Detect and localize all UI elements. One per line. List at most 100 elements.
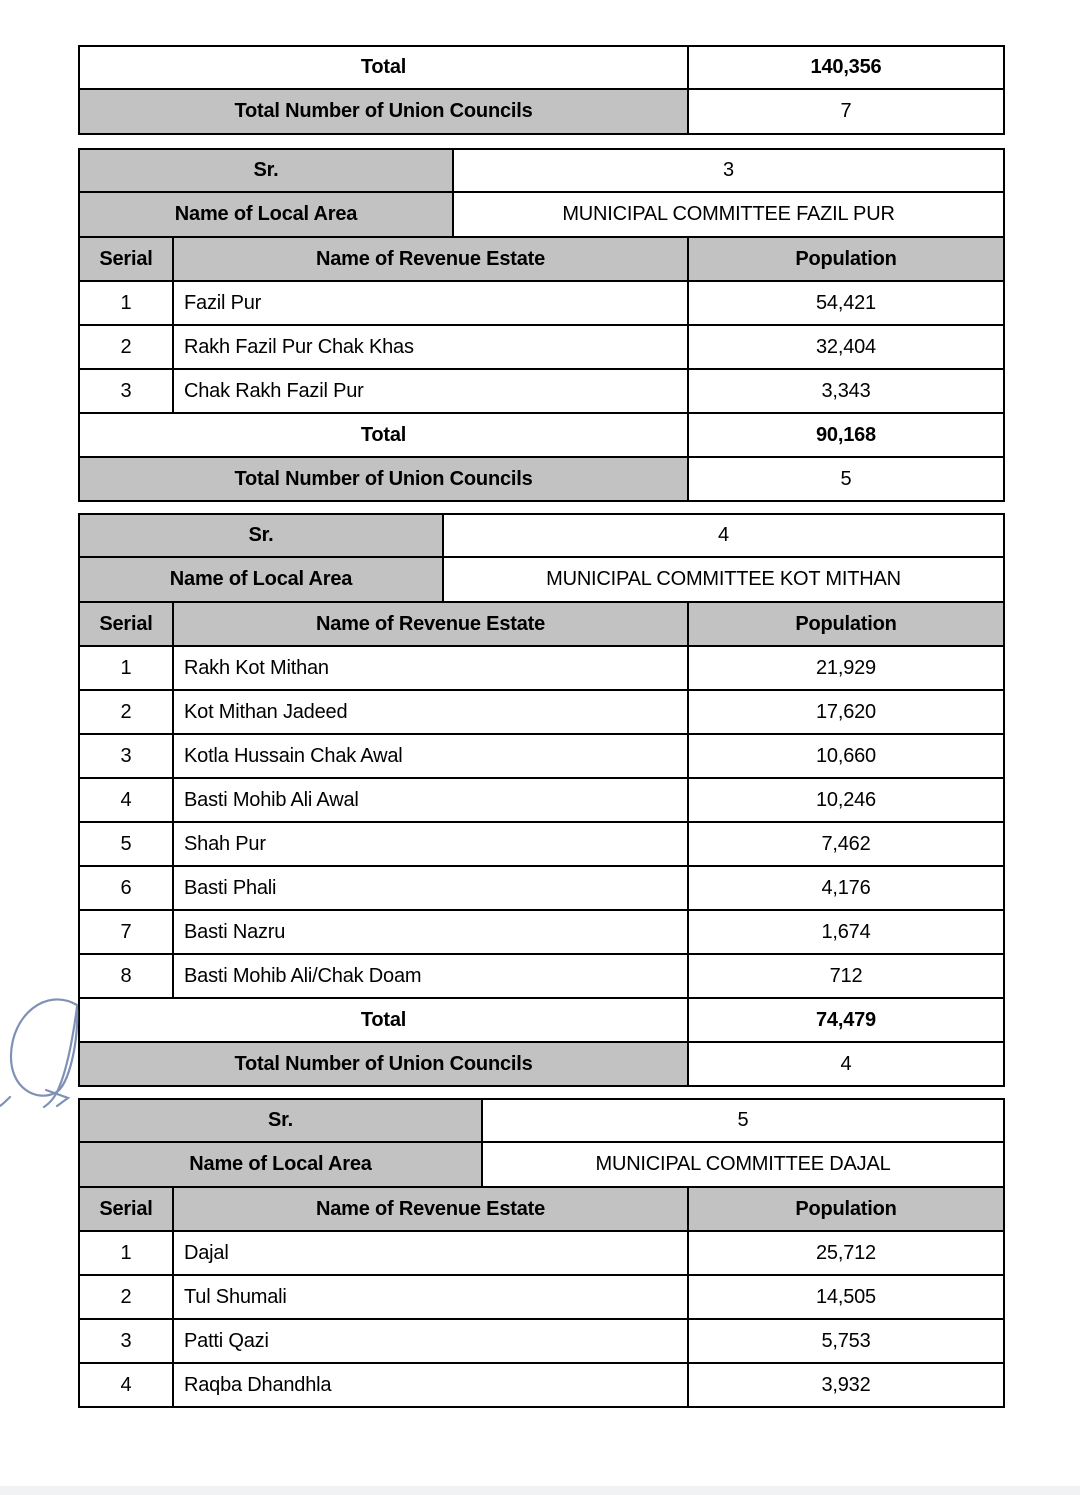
- data-row: 5 Shah Pur 7,462: [78, 821, 1005, 867]
- local-area-row: Name of Local Area MUNICIPAL COMMITTEE DA…: [78, 1141, 1005, 1188]
- data-row: 2 Kot Mithan Jadeed 17,620: [78, 689, 1005, 735]
- total-label: Total: [78, 997, 689, 1043]
- revenue-estate-table: Serial Name of Revenue Estate Population 1 D…: [78, 1186, 1005, 1408]
- estate-name-cell: Dajal: [172, 1230, 689, 1276]
- estate-name-column-header: Name of Revenue Estate: [172, 601, 689, 647]
- section-header-table: Sr. 4 Name of Local Area MUNICIPAL COMMITTE…: [78, 513, 1005, 603]
- section-sr-4: Sr. 4 Name of Local Area MUNICIPAL COMMITTE…: [78, 513, 1005, 1087]
- estate-name-cell: Basti Nazru: [172, 909, 689, 955]
- column-header-row: Serial Name of Revenue Estate Population: [78, 1186, 1005, 1232]
- estate-name-column-header: Name of Revenue Estate: [172, 1186, 689, 1232]
- population-cell: 32,404: [687, 324, 1005, 370]
- serial-column-header: Serial: [78, 1186, 174, 1232]
- bottom-page-edge: [0, 1486, 1080, 1495]
- union-councils-label: Total Number of Union Councils: [78, 456, 689, 502]
- local-area-value: MUNICIPAL COMMITTEE FAZIL PUR: [452, 191, 1005, 238]
- estate-name-cell: Shah Pur: [172, 821, 689, 867]
- local-area-label: Name of Local Area: [78, 191, 454, 238]
- summary-table: Total 140,356 Total Number of Union Coun…: [78, 45, 1005, 135]
- population-cell: 5,753: [687, 1318, 1005, 1364]
- serial-cell: 3: [78, 733, 174, 779]
- total-value: 90,168: [687, 412, 1005, 458]
- population-cell: 10,660: [687, 733, 1005, 779]
- local-area-row: Name of Local Area MUNICIPAL COMMITTEE KO…: [78, 556, 1005, 603]
- data-row: 7 Basti Nazru 1,674: [78, 909, 1005, 955]
- sr-label: Sr.: [78, 148, 454, 193]
- population-cell: 1,674: [687, 909, 1005, 955]
- summary-total-label: Total: [78, 45, 689, 90]
- estate-name-cell: Kotla Hussain Chak Awal: [172, 733, 689, 779]
- revenue-estate-table: Serial Name of Revenue Estate Population 1 F…: [78, 236, 1005, 502]
- sr-value: 4: [442, 513, 1005, 558]
- estate-name-cell: Patti Qazi: [172, 1318, 689, 1364]
- sr-value: 5: [481, 1098, 1005, 1143]
- serial-cell: 6: [78, 865, 174, 911]
- data-row: 3 Kotla Hussain Chak Awal 10,660: [78, 733, 1005, 779]
- sr-label: Sr.: [78, 1098, 483, 1143]
- local-area-label: Name of Local Area: [78, 556, 444, 603]
- total-value: 74,479: [687, 997, 1005, 1043]
- total-row: Total 74,479: [78, 997, 1005, 1043]
- data-row: 4 Raqba Dhandhla 3,932: [78, 1362, 1005, 1408]
- serial-cell: 8: [78, 953, 174, 999]
- union-councils-row: Total Number of Union Councils 5: [78, 456, 1005, 502]
- population-cell: 54,421: [687, 280, 1005, 326]
- data-row: 6 Basti Phali 4,176: [78, 865, 1005, 911]
- estate-name-cell: Rakh Kot Mithan: [172, 645, 689, 691]
- data-row: 2 Tul Shumali 14,505: [78, 1274, 1005, 1320]
- serial-column-header: Serial: [78, 236, 174, 282]
- population-cell: 25,712: [687, 1230, 1005, 1276]
- union-councils-label: Total Number of Union Councils: [78, 1041, 689, 1087]
- estate-name-cell: Fazil Pur: [172, 280, 689, 326]
- data-row: 4 Basti Mohib Ali Awal 10,246: [78, 777, 1005, 823]
- population-column-header: Population: [687, 1186, 1005, 1232]
- section-sr-3: Sr. 3 Name of Local Area MUNICIPAL COMMITTE…: [78, 148, 1005, 502]
- sr-label: Sr.: [78, 513, 444, 558]
- serial-cell: 5: [78, 821, 174, 867]
- section-header-table: Sr. 3 Name of Local Area MUNICIPAL COMMITTE…: [78, 148, 1005, 238]
- population-cell: 4,176: [687, 865, 1005, 911]
- population-cell: 712: [687, 953, 1005, 999]
- union-councils-value: 4: [687, 1041, 1005, 1087]
- total-row: Total 90,168: [78, 412, 1005, 458]
- summary-total-value: 140,356: [687, 45, 1005, 90]
- data-row: 3 Chak Rakh Fazil Pur 3,343: [78, 368, 1005, 414]
- column-header-row: Serial Name of Revenue Estate Population: [78, 601, 1005, 647]
- summary-union-councils-value: 7: [687, 88, 1005, 135]
- estate-name-cell: Basti Phali: [172, 865, 689, 911]
- population-column-header: Population: [687, 236, 1005, 282]
- summary-total-row: Total 140,356: [78, 45, 1005, 90]
- serial-cell: 1: [78, 645, 174, 691]
- summary-union-councils-label: Total Number of Union Councils: [78, 88, 689, 135]
- union-councils-row: Total Number of Union Councils 4: [78, 1041, 1005, 1087]
- estate-name-column-header: Name of Revenue Estate: [172, 236, 689, 282]
- population-column-header: Population: [687, 601, 1005, 647]
- union-councils-value: 5: [687, 456, 1005, 502]
- population-cell: 3,932: [687, 1362, 1005, 1408]
- estate-name-cell: Basti Mohib Ali Awal: [172, 777, 689, 823]
- population-cell: 10,246: [687, 777, 1005, 823]
- section-header-table: Sr. 5 Name of Local Area MUNICIPAL COMMITTE…: [78, 1098, 1005, 1188]
- estate-name-cell: Kot Mithan Jadeed: [172, 689, 689, 735]
- data-row: 1 Dajal 25,712: [78, 1230, 1005, 1276]
- total-label: Total: [78, 412, 689, 458]
- sr-row: Sr. 3: [78, 148, 1005, 193]
- section-sr-5: Sr. 5 Name of Local Area MUNICIPAL COMMITTE…: [78, 1098, 1005, 1408]
- data-row: 8 Basti Mohib Ali/Chak Doam 712: [78, 953, 1005, 999]
- serial-cell: 4: [78, 777, 174, 823]
- data-row: 3 Patti Qazi 5,753: [78, 1318, 1005, 1364]
- population-cell: 3,343: [687, 368, 1005, 414]
- population-cell: 7,462: [687, 821, 1005, 867]
- population-cell: 21,929: [687, 645, 1005, 691]
- serial-cell: 3: [78, 368, 174, 414]
- estate-name-cell: Tul Shumali: [172, 1274, 689, 1320]
- revenue-estate-table: Serial Name of Revenue Estate Population 1 R…: [78, 601, 1005, 1087]
- serial-cell: 2: [78, 689, 174, 735]
- estate-name-cell: Rakh Fazil Pur Chak Khas: [172, 324, 689, 370]
- data-row: 1 Rakh Kot Mithan 21,929: [78, 645, 1005, 691]
- data-row: 2 Rakh Fazil Pur Chak Khas 32,404: [78, 324, 1005, 370]
- serial-cell: 4: [78, 1362, 174, 1408]
- local-area-label: Name of Local Area: [78, 1141, 483, 1188]
- serial-cell: 2: [78, 1274, 174, 1320]
- sr-value: 3: [452, 148, 1005, 193]
